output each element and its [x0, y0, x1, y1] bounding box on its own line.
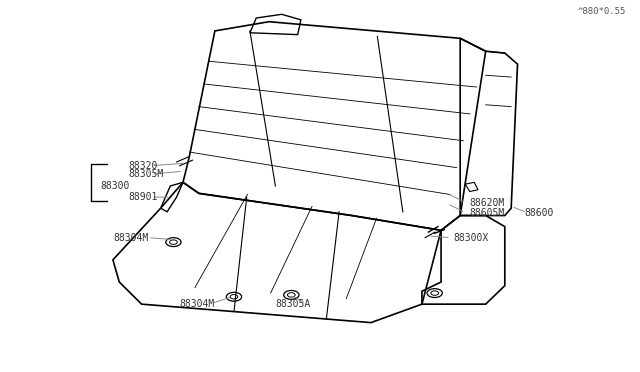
Text: 88304M: 88304M [113, 233, 148, 243]
Text: 88305A: 88305A [275, 299, 310, 309]
Text: ^880*0.55: ^880*0.55 [577, 7, 626, 16]
Text: 88320: 88320 [129, 161, 158, 171]
Text: 88600: 88600 [524, 208, 554, 218]
Text: 88605M: 88605M [470, 208, 505, 218]
Text: 88305M: 88305M [129, 169, 164, 179]
Text: 88304M: 88304M [180, 299, 215, 309]
Text: 88300X: 88300X [454, 233, 489, 243]
Text: 88620M: 88620M [470, 198, 505, 208]
Text: 88901: 88901 [129, 192, 158, 202]
Text: 88300: 88300 [100, 181, 129, 191]
